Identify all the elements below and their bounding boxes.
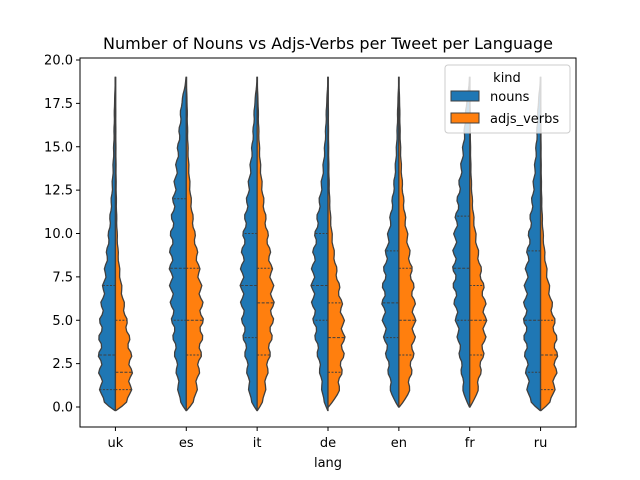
y-tick-label: 20.0 [44,54,73,69]
y-tick-label: 7.5 [52,270,73,285]
y-axis: 0.0 2.5 5.0 7.5 10.0 12.5 15.0 17.5 20.0 [44,54,80,416]
x-axis-label: lang [314,456,342,471]
x-tick-label-en: en [391,436,407,451]
violin-nouns-uk [97,76,117,412]
violin-nouns-de [310,76,329,412]
violin-adjs_verbs-es [185,76,204,412]
x-tick-label-it: it [253,436,262,451]
x-tick-label-uk: uk [108,436,124,451]
violin-nouns-it [239,76,258,412]
x-tick-label-ru: ru [534,436,548,451]
legend-label-nouns: nouns [490,90,530,105]
violin-adjs_verbs-de [327,76,346,408]
violin-adjs_verbs-uk [114,76,134,412]
y-tick-label: 5.0 [52,314,73,329]
y-tick-label: 10.0 [44,227,73,242]
legend-title: kind [493,71,521,86]
legend: kind nouns adjs_verbs [444,64,571,134]
violin-nouns-es [168,76,187,412]
violin-adjs_verbs-it [256,76,275,412]
y-tick-label: 0.0 [52,401,73,416]
x-tick-label-es: es [179,436,194,451]
x-tick-label-fr: fr [465,436,476,451]
y-tick-label: 15.0 [44,140,73,155]
y-tick-label: 12.5 [44,184,73,199]
legend-swatch-nouns [450,90,480,102]
legend-swatch-adjs-verbs [450,112,480,124]
x-tick-label-de: de [320,436,336,451]
chart-title: Number of Nouns vs Adjs-Verbs per Tweet … [103,34,553,53]
y-tick-label: 2.5 [52,357,73,372]
violin-nouns-en [381,76,400,408]
y-tick-label: 17.5 [44,97,73,112]
legend-label-adjs-verbs: adjs_verbs [490,112,559,127]
violin-adjs_verbs-en [398,76,417,408]
x-axis: uk es it de en fr ru [108,427,548,451]
